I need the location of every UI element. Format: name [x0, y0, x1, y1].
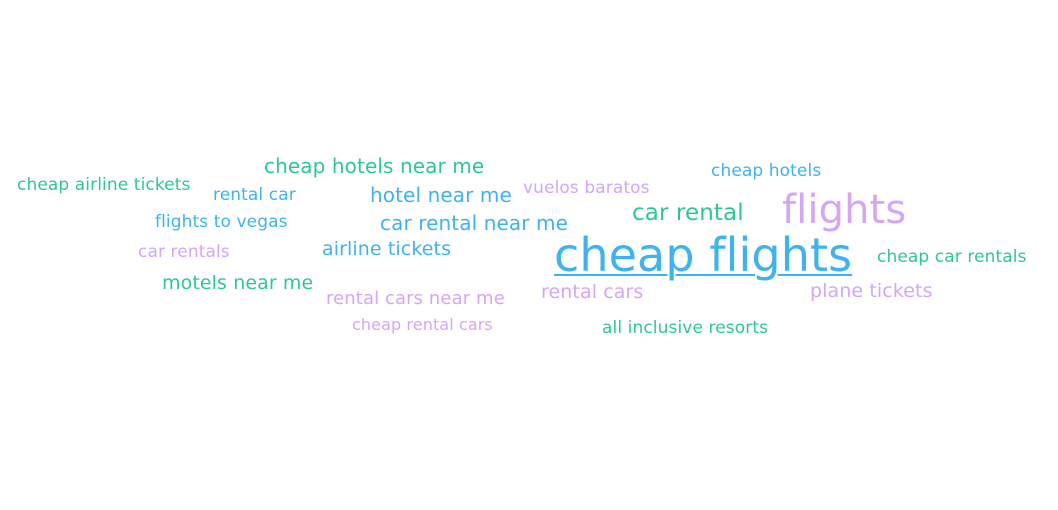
word-flights-to-vegas[interactable]: flights to vegas: [155, 212, 288, 232]
word-car-rental[interactable]: car rental: [632, 200, 744, 226]
word-airline-tickets[interactable]: airline tickets: [322, 238, 452, 260]
word-motels-near-me[interactable]: motels near me: [162, 272, 314, 294]
word-cheap-airline-tickets[interactable]: cheap airline tickets: [17, 175, 191, 195]
word-cheap-hotels-near-me[interactable]: cheap hotels near me: [264, 154, 485, 178]
word-car-rental-near-me[interactable]: car rental near me: [380, 211, 569, 235]
word-flights[interactable]: flights: [782, 187, 907, 233]
word-cheap-hotels[interactable]: cheap hotels: [711, 161, 822, 181]
word-all-inclusive-resorts[interactable]: all inclusive resorts: [602, 318, 769, 338]
word-plane-tickets[interactable]: plane tickets: [810, 280, 933, 302]
word-cheap-flights[interactable]: cheap flights: [554, 228, 853, 282]
word-cheap-car-rentals[interactable]: cheap car rentals: [877, 247, 1027, 267]
word-vuelos-baratos[interactable]: vuelos baratos: [523, 178, 650, 198]
word-rental-cars-near-me[interactable]: rental cars near me: [326, 288, 505, 309]
word-hotel-near-me[interactable]: hotel near me: [370, 183, 512, 207]
word-rental-car[interactable]: rental car: [213, 185, 296, 205]
word-rental-cars[interactable]: rental cars: [541, 281, 644, 303]
word-cheap-rental-cars[interactable]: cheap rental cars: [352, 315, 493, 334]
word-car-rentals[interactable]: car rentals: [138, 242, 230, 262]
